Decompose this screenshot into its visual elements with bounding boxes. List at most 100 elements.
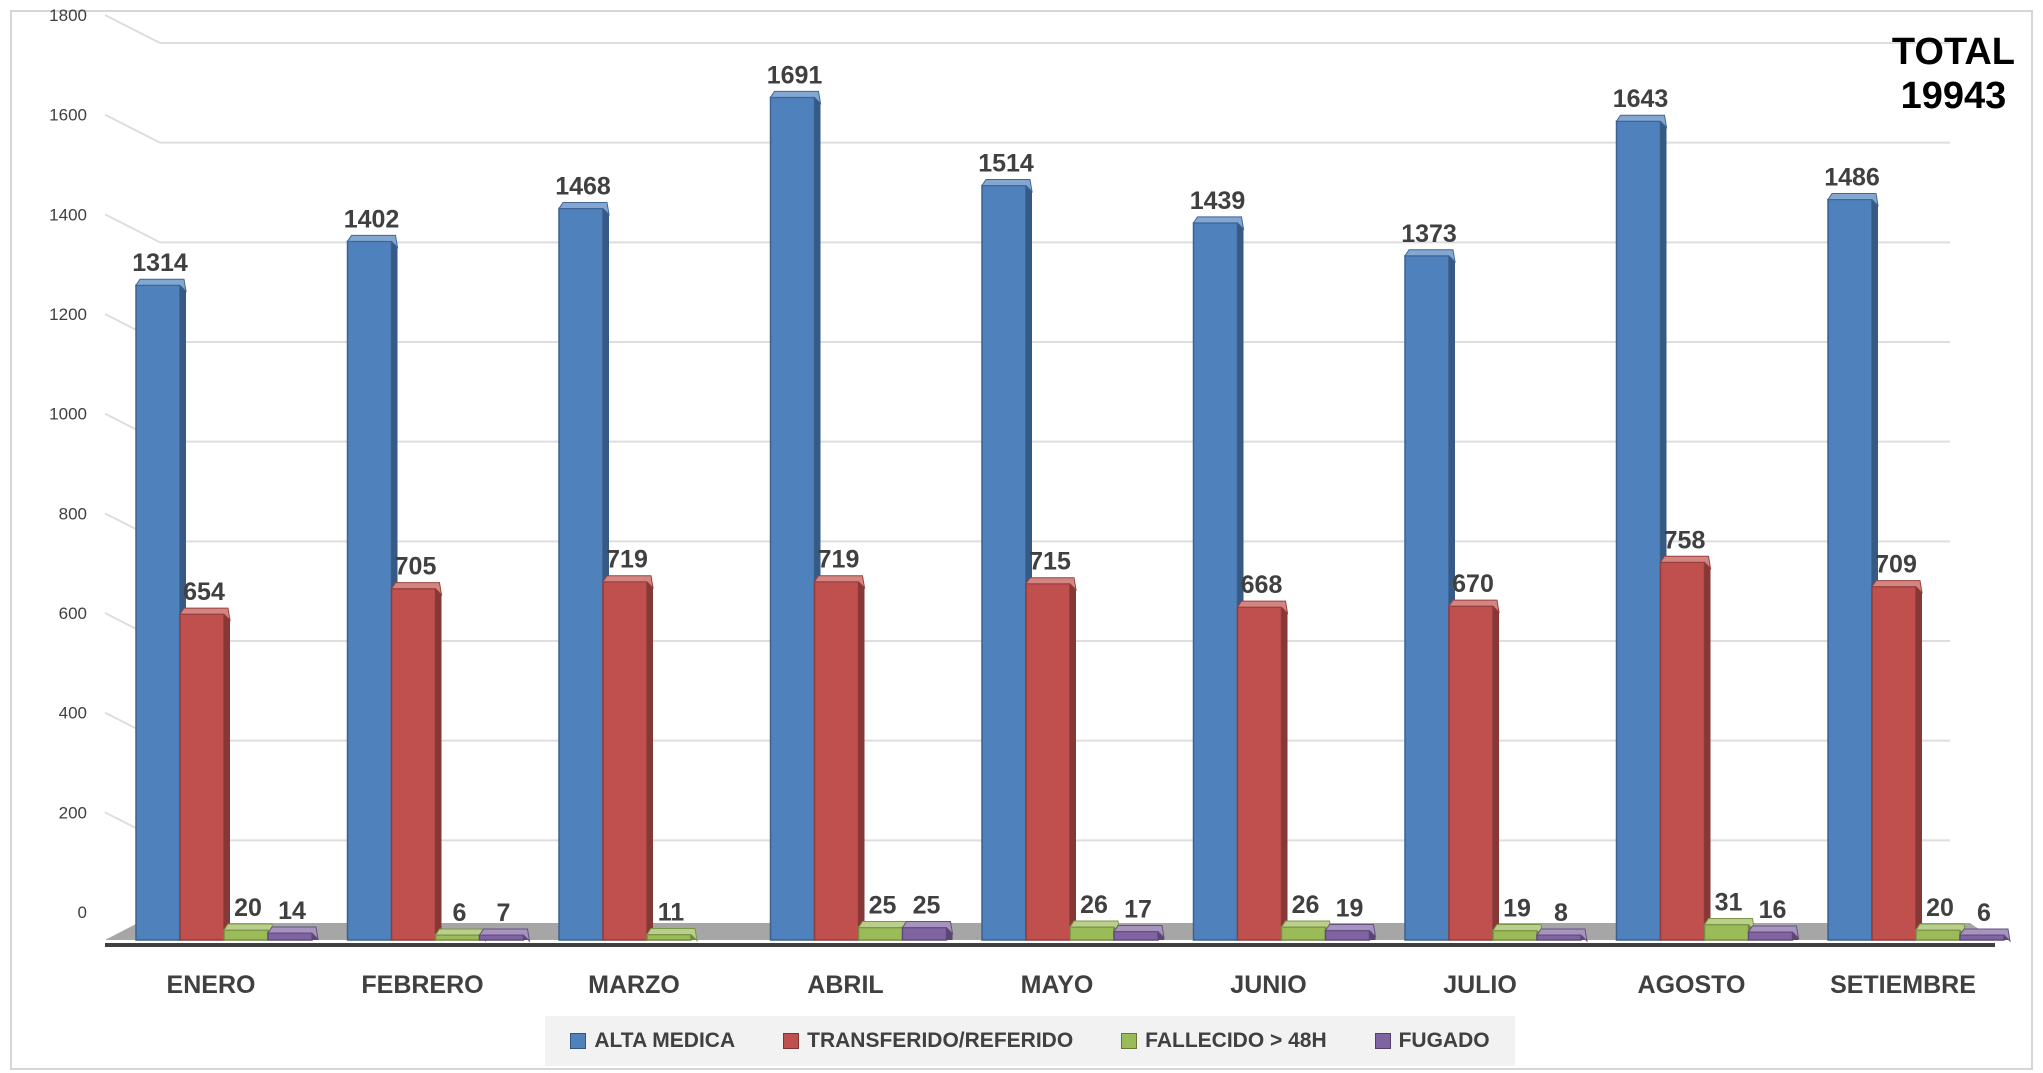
data-label: 709 [1875, 551, 1917, 579]
bar-top [1536, 928, 1588, 943]
bar-top [1703, 918, 1756, 933]
legend-item: FUGADO [1374, 1029, 1490, 1053]
legend-item: TRANSFERIDO/REFERIDO [783, 1029, 1073, 1053]
bar-side [1916, 586, 1922, 940]
bar-top [813, 575, 866, 590]
bar [223, 929, 269, 941]
data-label: 668 [1241, 571, 1283, 599]
data-label: 719 [606, 546, 648, 574]
bar [390, 587, 437, 941]
bar [1871, 585, 1917, 941]
data-label: 705 [395, 553, 437, 581]
bar [1615, 120, 1662, 941]
y-tick-label: 1600 [49, 106, 87, 125]
bar [135, 284, 181, 941]
bar-top [1959, 928, 2011, 943]
data-label: 1514 [978, 150, 1034, 178]
bar-side [1493, 606, 1499, 940]
x-tick-label: ABRIL [807, 971, 883, 999]
data-label: 11 [658, 899, 685, 927]
legend-item: FALLECIDO > 48H [1121, 1029, 1327, 1053]
data-label: 16 [1759, 896, 1787, 924]
data-label: 758 [1664, 526, 1706, 554]
bar-side [946, 927, 953, 940]
data-label: 20 [1926, 894, 1954, 922]
bar [769, 96, 816, 941]
data-label: 1691 [767, 61, 823, 89]
bar-top [1448, 599, 1500, 614]
legend-swatch [783, 1033, 800, 1049]
bar [1915, 929, 1961, 941]
x-tick-label: AGOSTO [1638, 971, 1746, 999]
bar-top [478, 928, 531, 943]
bar-top [1192, 216, 1245, 231]
bar-top [981, 179, 1033, 193]
bar-top [901, 921, 954, 935]
bar [901, 926, 948, 941]
bar [1827, 198, 1873, 941]
x-axis: ENERO FEBRERO MARZO ABRIL MAYO JUNIO JULIO AGOS… [167, 971, 1976, 999]
bar-side [224, 614, 230, 940]
bar-side [1369, 930, 1376, 940]
legend-label: TRANSFERIDO/REFERIDO [807, 1029, 1074, 1052]
data-label: 719 [818, 546, 860, 574]
y-tick-label: 0 [78, 903, 87, 922]
bar [1404, 255, 1450, 941]
bar-top [1871, 580, 1923, 595]
bar [602, 580, 648, 941]
y-tick-label: 1800 [49, 6, 87, 25]
bar [1025, 582, 1071, 941]
bar-top [602, 575, 654, 590]
bar [267, 932, 313, 941]
bar [1113, 930, 1159, 941]
legend-item: ALTA MEDICA [570, 1029, 735, 1053]
bar [478, 934, 525, 941]
data-label: 7 [497, 899, 511, 927]
bar-top [1113, 925, 1165, 939]
data-label: 1373 [1401, 220, 1457, 248]
bar-top [769, 90, 822, 105]
data-label: 25 [869, 892, 897, 920]
legend-swatch [1121, 1033, 1138, 1049]
x-tick-label: MARZO [588, 971, 680, 999]
bar [179, 613, 225, 941]
data-label: 17 [1124, 896, 1152, 924]
data-label: 715 [1029, 548, 1071, 576]
legend: ALTA MEDICA TRANSFERIDO/REFERIDO FALLECIDO… [545, 1016, 1515, 1066]
gridline-diagonal [104, 213, 161, 244]
bar-top [267, 926, 319, 941]
bar [558, 207, 604, 941]
bar-top [346, 234, 399, 249]
data-label: 6 [1977, 899, 1991, 927]
data-label: 654 [183, 578, 225, 606]
y-tick-label: 1400 [49, 205, 87, 224]
bar-top [1747, 925, 1800, 940]
data-label: 19 [1336, 895, 1364, 923]
bar [1492, 929, 1538, 941]
total-value: 19943 [1900, 75, 2007, 117]
bar [346, 240, 393, 941]
legend-label: ALTA MEDICA [594, 1029, 736, 1052]
bar-top [1236, 600, 1289, 615]
bar [1747, 931, 1794, 941]
y-tick-label: 1200 [49, 305, 87, 324]
bar-top [179, 607, 231, 622]
bar-top [1615, 114, 1668, 129]
legend-swatch [570, 1033, 587, 1049]
bar-side [858, 581, 865, 940]
bar-top [1025, 577, 1077, 592]
bar-top [1827, 192, 1879, 207]
x-tick-label: FEBRERO [361, 971, 483, 999]
data-label: 8 [1554, 899, 1568, 927]
data-label: 19 [1503, 895, 1531, 923]
x-tick-label: JULIO [1443, 971, 1517, 999]
gridline-diagonal [104, 113, 161, 144]
bar-side [435, 588, 442, 940]
x-tick-label: JUNIO [1230, 971, 1306, 999]
bar-side [1070, 583, 1076, 940]
bar [813, 580, 860, 941]
data-label: 1402 [344, 205, 400, 233]
bar-side [1704, 562, 1711, 940]
legend-label: FALLECIDO > 48H [1145, 1029, 1327, 1052]
